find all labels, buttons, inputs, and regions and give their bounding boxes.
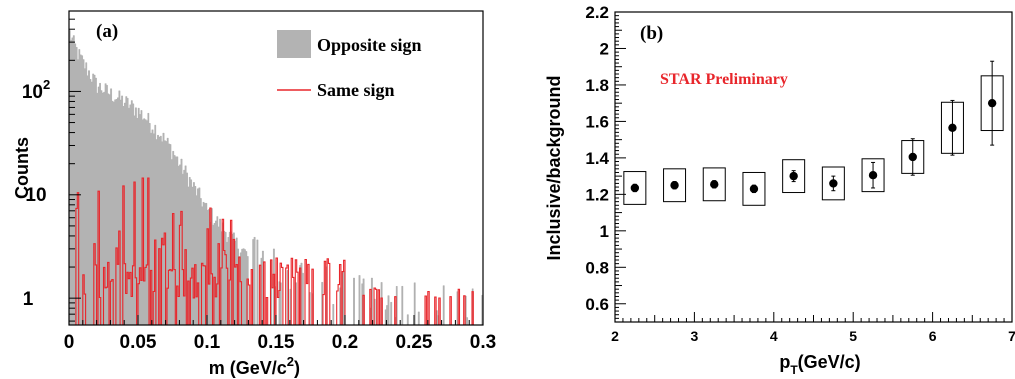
data-point xyxy=(901,138,925,176)
data-point xyxy=(663,168,687,203)
systematic-error-box xyxy=(702,167,726,202)
x-tick-label-b: 6 xyxy=(929,328,937,344)
x-tick-label-a: 0.15 xyxy=(258,332,295,353)
y-tick-label-10: 10 xyxy=(25,185,46,206)
x-tick-label-b: 3 xyxy=(691,328,699,344)
axis-ticks-b xyxy=(614,11,1013,323)
x-tick-label-a: 0.25 xyxy=(396,332,433,353)
data-marker xyxy=(987,98,997,108)
panel-label-b: (b) xyxy=(640,23,663,44)
data-marker xyxy=(908,152,917,162)
y-tick-label-b: 0.8 xyxy=(585,258,609,277)
x-tick-label-b: 2 xyxy=(611,328,619,344)
y-tick-label-b: 2.2 xyxy=(585,3,609,22)
data-marker xyxy=(868,171,878,180)
data-point xyxy=(861,158,885,193)
x-tick-labels-a: 0 0.05 0.1 0.15 0.2 0.25 0.3 xyxy=(64,332,497,353)
legend-swatch-opposite-sign xyxy=(277,30,311,58)
data-point xyxy=(702,167,726,202)
x-tick-label-a: 0.3 xyxy=(470,332,496,353)
systematic-error-box xyxy=(782,159,806,194)
plot-frame-b xyxy=(614,11,1013,323)
data-marker xyxy=(749,184,759,194)
data-marker xyxy=(789,171,798,181)
data-points-b xyxy=(623,60,1004,206)
x-tick-label-a: 0.05 xyxy=(120,332,157,353)
y-axis-label-a: Counts xyxy=(12,137,32,199)
data-marker xyxy=(829,179,838,188)
legend-label-opposite-sign: Opposite sign xyxy=(317,35,422,55)
y-tick-label-b: 1.4 xyxy=(585,149,609,168)
y-tick-label-b: 1.2 xyxy=(585,185,609,204)
x-tick-label-a: 0 xyxy=(64,332,75,353)
data-point xyxy=(980,60,1004,146)
data-marker xyxy=(630,183,640,193)
y-tick-label-100: 102 xyxy=(22,77,50,103)
x-axis-label-a: m (GeV/c2) xyxy=(209,354,300,378)
data-point xyxy=(940,99,964,156)
data-marker xyxy=(948,123,957,132)
star-preliminary-annotation: STAR Preliminary xyxy=(660,71,788,88)
legend-label-same-sign: Same sign xyxy=(317,80,395,100)
systematic-error-box xyxy=(861,158,885,193)
legend-a: Opposite sign Same sign xyxy=(277,30,422,100)
axis-ticks-a xyxy=(68,18,484,325)
data-point xyxy=(821,166,845,201)
systematic-error-box xyxy=(821,166,845,201)
panel-label-a: (a) xyxy=(96,21,118,42)
y-tick-label-b: 1.6 xyxy=(585,112,609,131)
y-tick-label-b: 2 xyxy=(600,39,609,58)
y-tick-label-b: 1 xyxy=(600,222,609,241)
x-tick-label-a: 0.2 xyxy=(332,332,358,353)
data-marker xyxy=(670,181,679,190)
x-tick-labels-b: 2 3 4 5 6 7 xyxy=(611,328,1015,344)
x-axis-label-b: pT(GeV/c) xyxy=(779,352,860,377)
systematic-error-box xyxy=(742,171,766,206)
panel-a: 0 0.05 0.1 0.15 0.2 0.25 0.3 1 10 102 Counts m… xyxy=(12,10,497,378)
data-point xyxy=(742,171,766,206)
y-tick-label-1: 1 xyxy=(23,289,34,310)
y-tick-label-b: 0.6 xyxy=(585,295,609,314)
y-tick-label-b: 1.8 xyxy=(585,76,609,95)
data-marker xyxy=(710,180,719,189)
systematic-error-box xyxy=(663,168,687,203)
data-point xyxy=(623,171,647,205)
x-tick-label-b: 7 xyxy=(1008,328,1015,344)
x-tick-label-b: 5 xyxy=(849,328,857,344)
x-tick-label-b: 4 xyxy=(770,328,778,344)
y-axis-label-b: Inclusive/background xyxy=(544,75,564,260)
panel-b: 0.6 0.8 1 1.2 1.4 1.6 1.8 2 2.2 2 3 4 5 6 7 Inclusive… xyxy=(544,3,1015,377)
systematic-error-box xyxy=(623,171,647,205)
x-tick-label-a: 0.1 xyxy=(194,332,221,353)
y-tick-labels-b: 0.6 0.8 1 1.2 1.4 1.6 1.8 2 2.2 xyxy=(585,3,609,314)
data-point xyxy=(782,159,806,194)
